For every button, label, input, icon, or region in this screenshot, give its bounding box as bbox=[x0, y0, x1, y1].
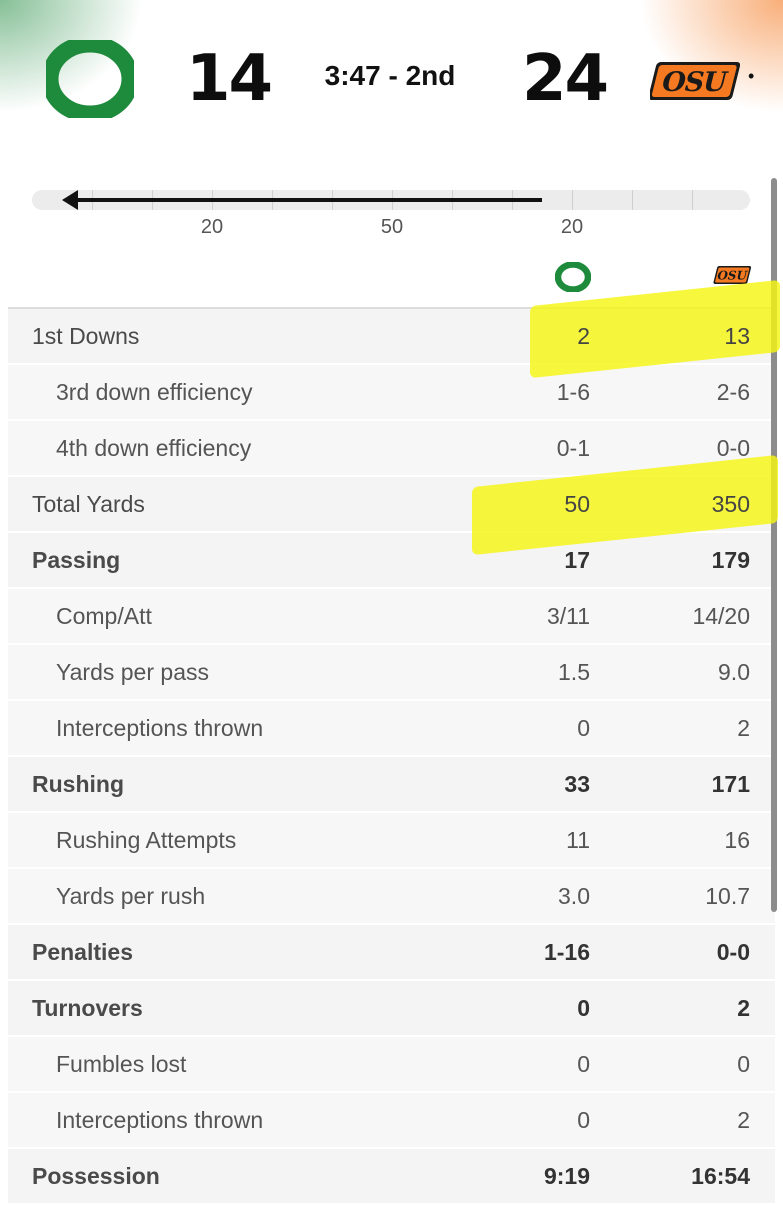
svg-text:OSU: OSU bbox=[658, 66, 730, 98]
stat-label: Passing bbox=[32, 547, 121, 573]
stat-row-passing: Passing 17 179 bbox=[8, 533, 775, 589]
stat-value-oregon: 0 bbox=[577, 715, 590, 741]
osu-logo-icon[interactable]: OSU bbox=[650, 58, 740, 104]
yard-label: 20 bbox=[560, 216, 584, 238]
team-column-header: OSU bbox=[0, 254, 783, 308]
stat-value-osu: 16 bbox=[724, 827, 750, 853]
stat-label: 1st Downs bbox=[32, 323, 140, 349]
vertical-scrollbar[interactable] bbox=[771, 178, 777, 912]
drive-line bbox=[68, 198, 542, 202]
stat-value-oregon: 33 bbox=[564, 771, 590, 797]
stat-label: Yards per rush bbox=[56, 883, 206, 909]
drive-arrow-icon bbox=[62, 190, 78, 210]
stat-value-osu: 350 bbox=[711, 491, 750, 517]
divider bbox=[8, 307, 775, 309]
oregon-o-logo-icon[interactable] bbox=[46, 40, 134, 118]
stat-value-osu: 2 bbox=[737, 1107, 750, 1133]
stat-row-interceptions-thrown-turnovers: Interceptions thrown 0 2 bbox=[8, 1093, 775, 1149]
drive-tracker: 20 50 20 bbox=[0, 160, 783, 255]
stat-label: Fumbles lost bbox=[56, 1051, 187, 1077]
stat-value-osu: 13 bbox=[724, 323, 750, 349]
stat-value-osu: 0 bbox=[737, 1051, 750, 1077]
stat-value-osu: 14/20 bbox=[692, 603, 750, 629]
stat-row-comp-att: Comp/Att 3/11 14/20 bbox=[8, 589, 775, 645]
stat-value-oregon: 3/11 bbox=[546, 603, 590, 629]
stat-label: Interceptions thrown bbox=[56, 1107, 264, 1133]
stat-row-third-down-efficiency: 3rd down efficiency 1-6 2-6 bbox=[8, 365, 775, 421]
team-stats-table: 1st Downs 2 13 3rd down efficiency 1-6 2… bbox=[8, 279, 780, 1205]
stat-row-turnovers: Turnovers 0 2 bbox=[8, 981, 775, 1037]
stat-value-osu: 2 bbox=[737, 715, 750, 741]
stat-value-oregon: 17 bbox=[564, 547, 590, 573]
stat-value-oregon: 1-16 bbox=[543, 939, 590, 965]
field-tick bbox=[572, 190, 573, 210]
stat-label: 4th down efficiency bbox=[56, 435, 252, 461]
stat-value-oregon: 0 bbox=[577, 1107, 590, 1133]
stat-value-oregon: 0 bbox=[577, 1051, 590, 1077]
stat-value-osu: 179 bbox=[711, 547, 750, 573]
stat-value-osu: 0-0 bbox=[716, 939, 750, 965]
stat-value-oregon: 3.0 bbox=[558, 883, 590, 909]
svg-text:OSU: OSU bbox=[716, 269, 749, 283]
game-clock: 3:47 - 2nd bbox=[324, 60, 456, 91]
stat-label: 3rd down efficiency bbox=[56, 379, 253, 405]
stat-row-yards-per-pass: Yards per pass 1.5 9.0 bbox=[8, 645, 775, 701]
stat-label: Yards per pass bbox=[56, 659, 209, 685]
stat-row-rushing-attempts: Rushing Attempts 11 16 bbox=[8, 813, 775, 869]
stat-row-fumbles-lost: Fumbles lost 0 0 bbox=[8, 1037, 775, 1093]
stat-row-rushing: Rushing 33 171 bbox=[8, 757, 775, 813]
stat-row-yards-per-rush: Yards per rush 3.0 10.7 bbox=[8, 869, 775, 925]
stat-label: Total Yards bbox=[32, 491, 145, 517]
stat-value-oregon: 2 bbox=[577, 323, 590, 349]
stat-row-possession: Possession 9:19 16:54 bbox=[8, 1149, 775, 1205]
stat-label: Penalties bbox=[32, 939, 133, 965]
stat-label: Turnovers bbox=[32, 995, 143, 1021]
stat-value-oregon: 1-6 bbox=[556, 379, 590, 405]
stat-label: Rushing bbox=[32, 771, 124, 797]
field-tick bbox=[692, 190, 693, 210]
yard-label: 50 bbox=[380, 216, 404, 238]
stat-value-oregon: 50 bbox=[564, 491, 590, 517]
home-score: 24 bbox=[522, 42, 609, 116]
stat-label: Comp/Att bbox=[56, 603, 152, 629]
stat-value-osu: 10.7 bbox=[705, 883, 750, 909]
osu-logo-icon: OSU bbox=[713, 266, 751, 284]
field-tick bbox=[632, 190, 633, 210]
stat-row-interceptions-thrown: Interceptions thrown 0 2 bbox=[8, 701, 775, 757]
stat-label: Possession bbox=[32, 1163, 160, 1189]
stat-value-osu: 16:54 bbox=[691, 1163, 750, 1189]
yard-label: 20 bbox=[200, 216, 224, 238]
stat-label: Rushing Attempts bbox=[56, 827, 237, 853]
possession-indicator: • bbox=[748, 66, 755, 86]
stat-row-penalties: Penalties 1-16 0-0 bbox=[8, 925, 775, 981]
stat-value-osu: 2 bbox=[737, 995, 750, 1021]
stat-value-osu: 0-0 bbox=[716, 435, 750, 461]
stat-value-osu: 9.0 bbox=[718, 659, 750, 685]
stat-value-oregon: 0-1 bbox=[556, 435, 590, 461]
scoreboard-header: 14 3:47 - 2nd 24 OSU • bbox=[0, 0, 783, 160]
oregon-o-logo-icon bbox=[555, 262, 591, 292]
stat-value-oregon: 0 bbox=[577, 995, 590, 1021]
stat-value-osu: 2-6 bbox=[716, 379, 750, 405]
stat-value-oregon: 1.5 bbox=[558, 659, 590, 685]
stat-label: Interceptions thrown bbox=[56, 715, 264, 741]
stat-value-oregon: 11 bbox=[566, 827, 590, 853]
away-score: 14 bbox=[186, 42, 273, 116]
stat-value-osu: 171 bbox=[711, 771, 750, 797]
stat-value-oregon: 9:19 bbox=[543, 1163, 590, 1189]
